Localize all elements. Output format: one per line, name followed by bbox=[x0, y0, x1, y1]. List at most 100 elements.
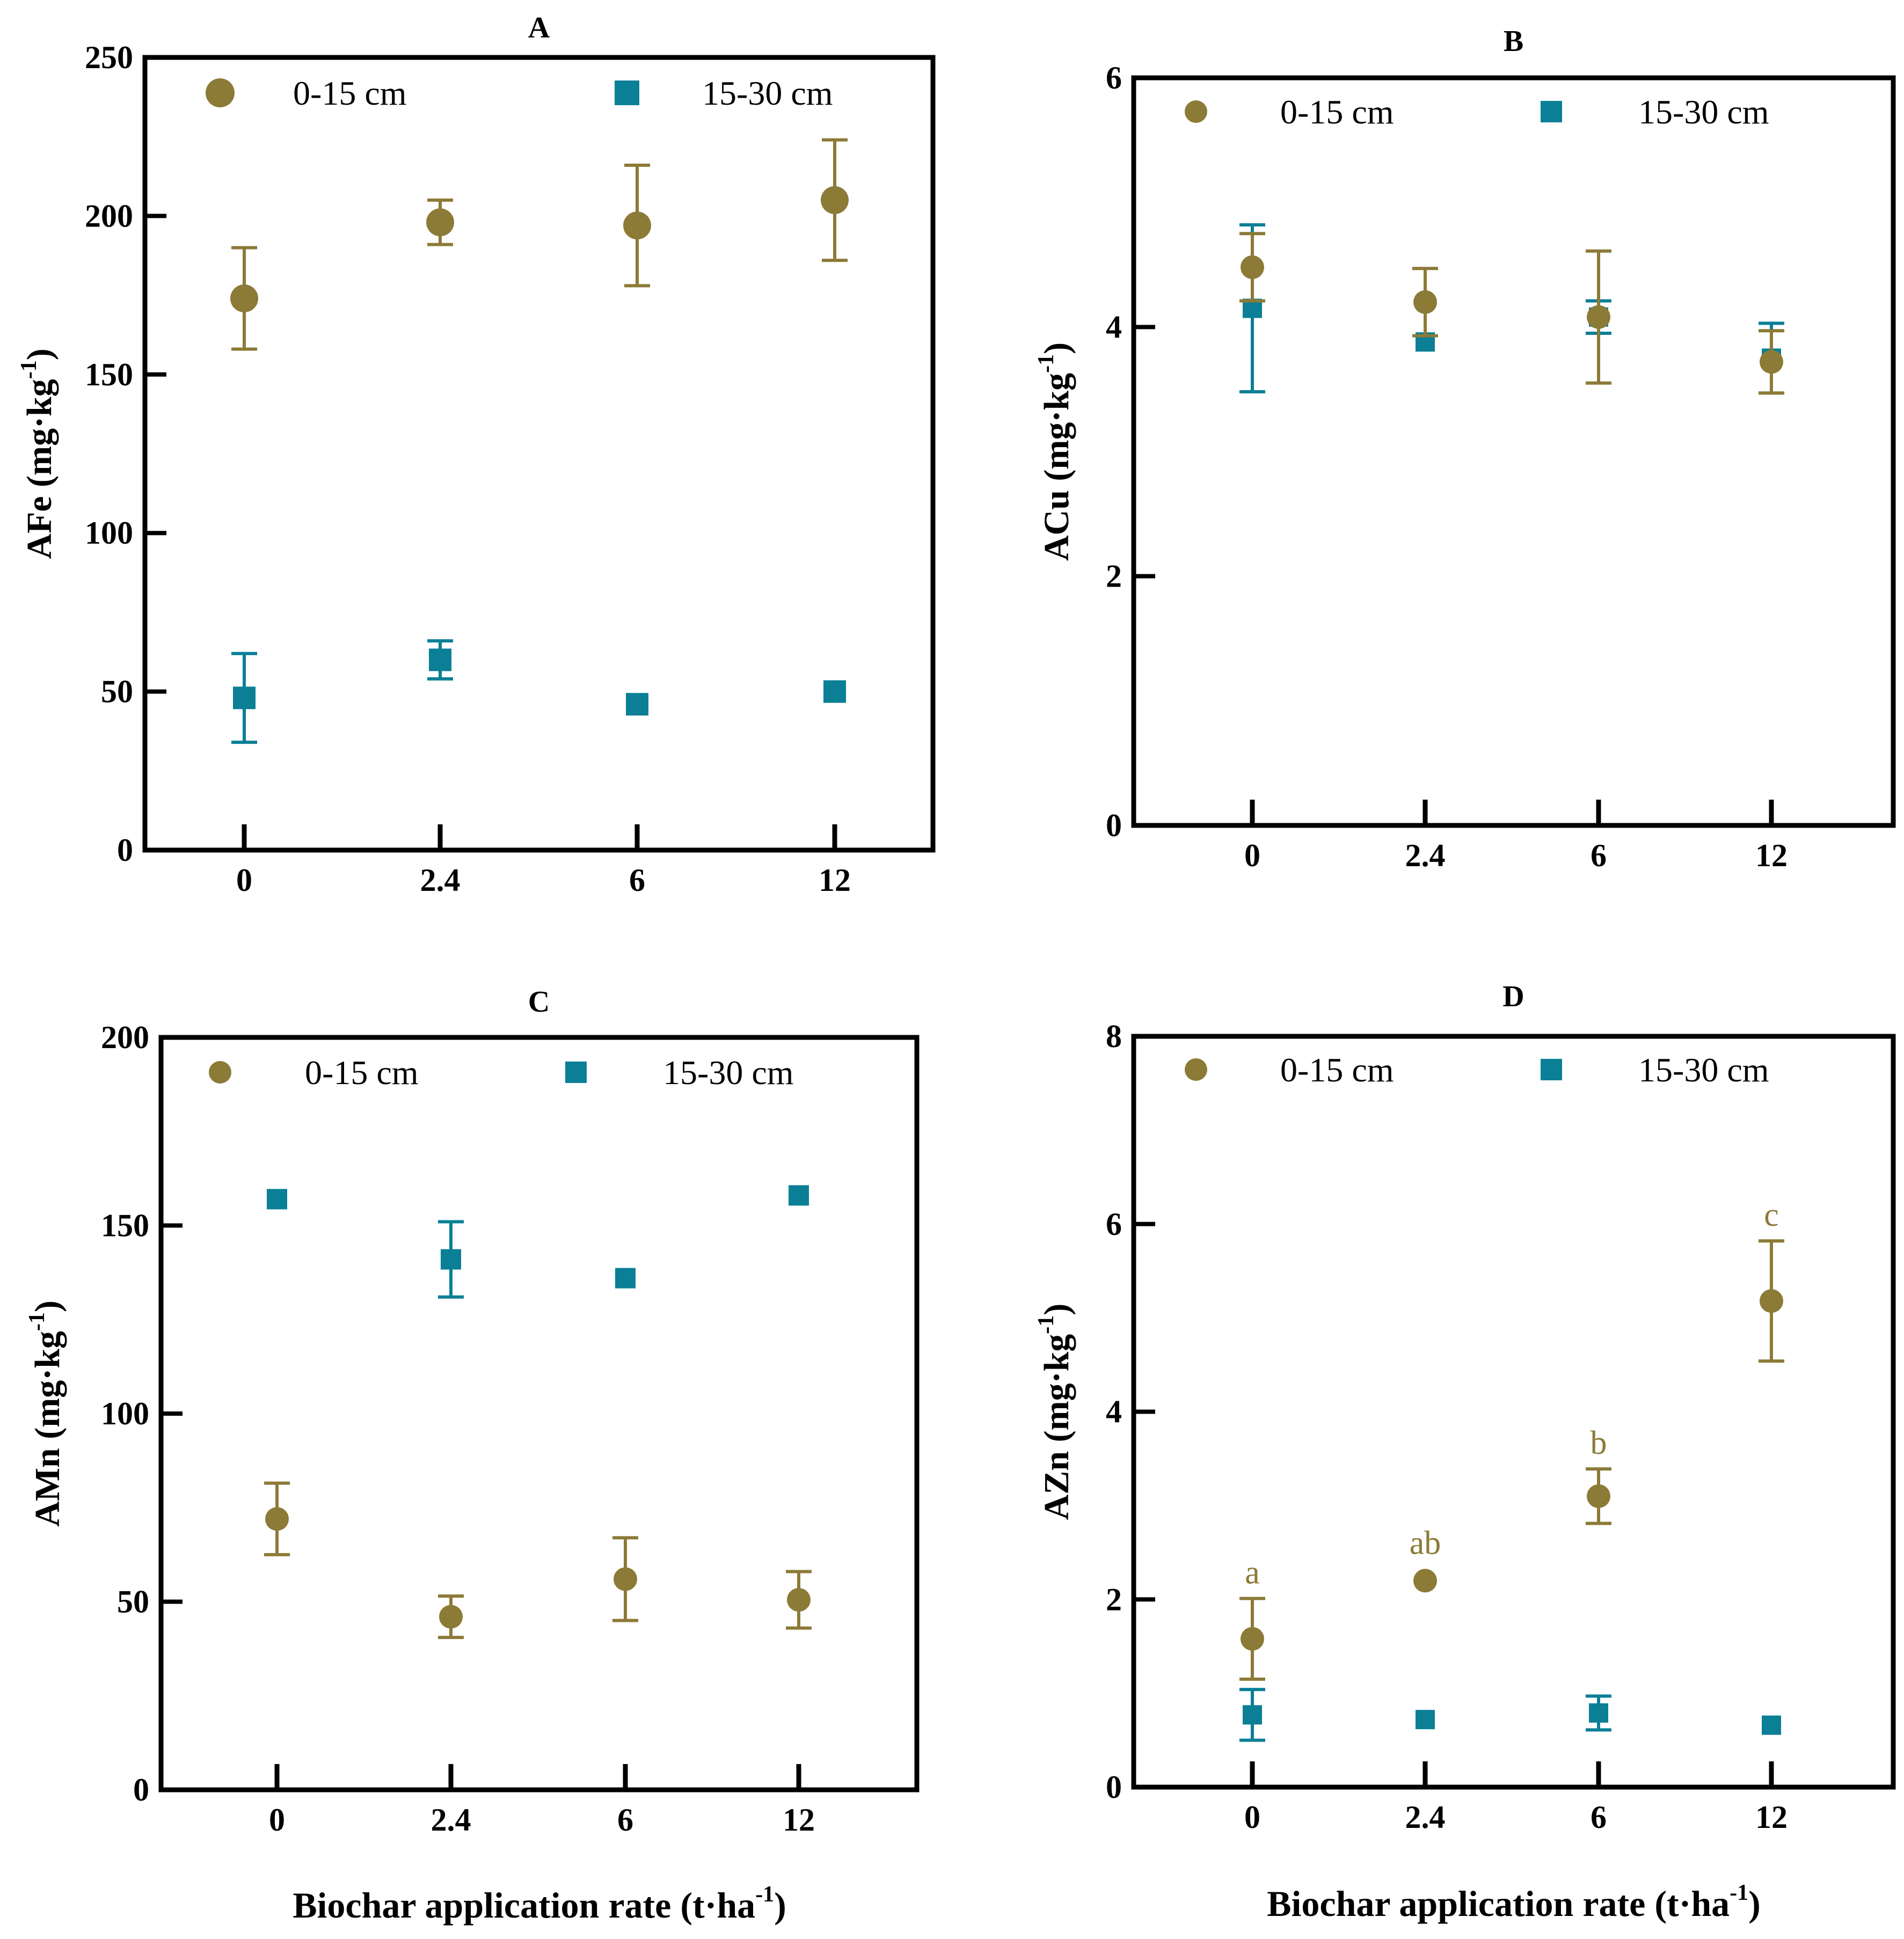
y-axis-title: AMn (mg·kg-1) bbox=[25, 1300, 67, 1527]
data-point-15-30 bbox=[1762, 1715, 1781, 1735]
legend-marker-0-15 bbox=[1185, 1058, 1207, 1081]
data-point-0-15 bbox=[1241, 1627, 1264, 1651]
data-point-15-30 bbox=[233, 686, 256, 709]
x-tick-label: 6 bbox=[1591, 1799, 1607, 1835]
legend-label-0-15: 0-15 cm bbox=[1280, 93, 1394, 131]
significance-letter: c bbox=[1764, 1197, 1779, 1233]
data-point-15-30 bbox=[1589, 1703, 1608, 1723]
data-point-0-15 bbox=[787, 1587, 811, 1612]
x-tick-label: 12 bbox=[1755, 838, 1788, 873]
data-point-0-15 bbox=[439, 1605, 463, 1629]
data-point-0-15 bbox=[230, 284, 258, 313]
x-tick-label: 2.4 bbox=[1405, 838, 1446, 873]
legend-marker-15-30 bbox=[1541, 1059, 1562, 1080]
legend-marker-0-15 bbox=[206, 78, 235, 107]
data-point-0-15 bbox=[1413, 1569, 1437, 1593]
y-tick-label: 50 bbox=[101, 674, 133, 709]
x-tick-label: 2.4 bbox=[431, 1802, 471, 1838]
panel-C: C 0 50 100 150 200 0 2.4 6 12 AMn (mg·kg-1) 0-15 cm… bbox=[25, 985, 920, 1838]
x-axis-title-left: Biochar application rate (t·ha-1) bbox=[293, 1882, 786, 1926]
y-tick-label: 150 bbox=[101, 1208, 149, 1243]
data-point-0-15 bbox=[265, 1507, 289, 1531]
x-tick-label: 2.4 bbox=[1405, 1799, 1446, 1835]
data-point-0-15 bbox=[623, 211, 651, 240]
x-axis-title-right: Biochar application rate (t·ha-1) bbox=[1267, 1881, 1761, 1924]
data-point-15-30 bbox=[267, 1189, 287, 1210]
x-tick-label: 6 bbox=[629, 862, 645, 898]
x-tick-label: 6 bbox=[1591, 838, 1607, 873]
panel-title: D bbox=[1502, 980, 1524, 1013]
legend-label-0-15: 0-15 cm bbox=[1280, 1051, 1394, 1089]
data-point-0-15 bbox=[1760, 1289, 1783, 1313]
legend-marker-15-30 bbox=[565, 1062, 587, 1083]
x-tick-label: 0 bbox=[269, 1802, 285, 1838]
y-tick-label: 4 bbox=[1106, 309, 1122, 345]
data-point-0-15 bbox=[1760, 350, 1783, 374]
significance-letter: ab bbox=[1410, 1525, 1441, 1561]
y-tick-label: 6 bbox=[1106, 60, 1122, 96]
legend-marker-15-30 bbox=[1541, 101, 1562, 122]
y-tick-label: 0 bbox=[1106, 808, 1122, 843]
data-point-15-30 bbox=[615, 1268, 636, 1289]
y-tick-label: 2 bbox=[1106, 559, 1122, 594]
y-tick-label: 6 bbox=[1106, 1206, 1122, 1242]
x-tick-label: 0 bbox=[1244, 1799, 1260, 1835]
data-point-15-30 bbox=[1416, 1710, 1435, 1730]
y-tick-label: 200 bbox=[85, 198, 133, 233]
significance-letter: b bbox=[1591, 1425, 1607, 1461]
data-point-15-30 bbox=[789, 1185, 809, 1206]
panel-D: D 0 2 4 6 8 0 2.4 6 12 AZn (mg·kg-1) 0-15 cm 15-30 c… bbox=[1034, 980, 1896, 1835]
legend-label-0-15: 0-15 cm bbox=[293, 74, 407, 112]
legend-marker-15-30 bbox=[615, 81, 639, 105]
data-point-15-30 bbox=[626, 693, 648, 716]
x-tick-label: 12 bbox=[1755, 1799, 1788, 1835]
y-tick-label: 250 bbox=[85, 40, 133, 75]
data-point-0-15 bbox=[1413, 290, 1437, 314]
legend-label-15-30: 15-30 cm bbox=[663, 1053, 794, 1092]
x-tick-label: 0 bbox=[236, 862, 252, 898]
panel-title: C bbox=[528, 985, 550, 1019]
panel-title: B bbox=[1504, 25, 1523, 58]
plot-frame bbox=[1131, 75, 1896, 828]
y-tick-label: 8 bbox=[1106, 1019, 1122, 1054]
y-tick-label: 0 bbox=[1106, 1769, 1122, 1805]
legend-label-15-30: 15-30 cm bbox=[702, 74, 833, 112]
y-tick-label: 0 bbox=[133, 1772, 149, 1808]
y-tick-label: 200 bbox=[101, 1020, 149, 1055]
x-tick-label: 12 bbox=[819, 862, 851, 898]
x-tick-label: 6 bbox=[617, 1802, 633, 1838]
data-point-15-30 bbox=[823, 680, 846, 703]
legend-label-15-30: 15-30 cm bbox=[1638, 1051, 1769, 1089]
data-point-15-30 bbox=[1243, 1705, 1262, 1725]
data-point-0-15 bbox=[1587, 1484, 1610, 1508]
data-point-0-15 bbox=[1241, 255, 1264, 279]
y-tick-label: 100 bbox=[101, 1396, 149, 1431]
panel-title: A bbox=[528, 11, 550, 45]
y-tick-label: 2 bbox=[1106, 1582, 1122, 1617]
legend-label-0-15: 0-15 cm bbox=[305, 1053, 419, 1092]
data-point-0-15 bbox=[821, 186, 849, 214]
y-axis-title: AZn (mg·kg-1) bbox=[1034, 1304, 1076, 1520]
y-tick-label: 100 bbox=[85, 515, 133, 551]
panel-B: B 0 2 4 6 0 2.4 6 12 ACu (mg·kg-1) 0-15 cm 15-30 cm bbox=[1034, 25, 1896, 873]
x-tick-label: 0 bbox=[1244, 838, 1260, 873]
legend-label-15-30: 15-30 cm bbox=[1638, 93, 1769, 131]
x-tick-label: 12 bbox=[783, 1802, 815, 1838]
data-point-15-30 bbox=[429, 648, 451, 671]
y-tick-label: 150 bbox=[85, 357, 133, 392]
data-point-15-30 bbox=[441, 1249, 461, 1270]
data-point-0-15 bbox=[614, 1567, 637, 1591]
data-point-0-15 bbox=[1587, 305, 1610, 329]
significance-letter: a bbox=[1245, 1555, 1260, 1591]
legend-marker-0-15 bbox=[209, 1061, 231, 1084]
plot-frame bbox=[142, 55, 936, 853]
y-tick-label: 50 bbox=[117, 1584, 149, 1620]
x-tick-label: 2.4 bbox=[420, 862, 461, 898]
legend-marker-0-15 bbox=[1185, 100, 1207, 123]
y-tick-label: 0 bbox=[117, 832, 133, 868]
y-axis-title: AFe (mg·kg-1) bbox=[17, 348, 59, 559]
y-axis-title: ACu (mg·kg-1) bbox=[1034, 342, 1076, 561]
panel-A: A 0 50 100 150 200 250 0 2.4 6 12 AFe (mg·kg-1) 0-15… bbox=[17, 11, 936, 898]
